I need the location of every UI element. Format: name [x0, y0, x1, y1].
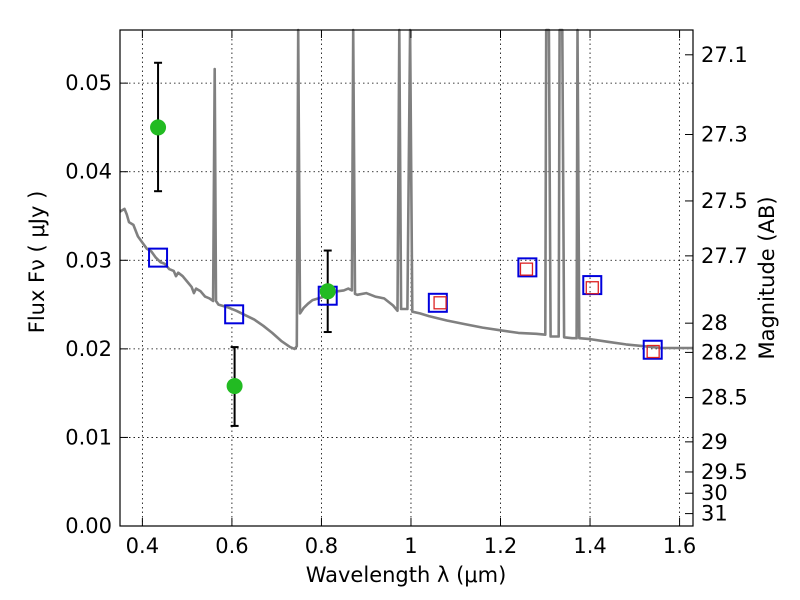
observed-detection-point: [150, 119, 167, 136]
y-axis-right-title: Magnitude (AB): [755, 196, 779, 359]
right-tick-label: 28.5: [701, 386, 748, 410]
observed-ir-point: [519, 262, 534, 276]
right-tick-label: 29: [701, 430, 728, 454]
x-tick-label: 1.6: [663, 534, 696, 558]
y-tick-label: 0.00: [65, 514, 112, 538]
observed-detection-point: [226, 378, 243, 395]
model-photometry-point: [148, 247, 169, 268]
x-tick-label: 1.4: [573, 534, 606, 558]
markers: [148, 119, 663, 395]
y-tick-label: 0.02: [65, 337, 112, 361]
observed-detection-point: [319, 283, 336, 300]
x-tick-label: 0.8: [305, 534, 338, 558]
model-photometry-point: [517, 257, 538, 278]
x-axis-title: Wavelength λ (μm): [306, 563, 507, 587]
observed-ir-point: [433, 296, 447, 310]
y-tick-label: 0.03: [65, 248, 112, 272]
right-tick-label: 28.2: [701, 340, 748, 364]
right-tick-label: 27.1: [701, 43, 748, 67]
x-tick-label: 0.6: [215, 534, 248, 558]
y-tick-label: 0.04: [65, 160, 112, 184]
right-tick-label: 29.5: [701, 460, 748, 484]
right-tick-label: 27.5: [701, 189, 748, 213]
x-tick-label: 0.4: [126, 534, 159, 558]
y-tick-label: 0.01: [65, 425, 112, 449]
right-tick-label: 28: [701, 311, 728, 335]
observed-ir-point: [646, 344, 660, 359]
y-axis-title: Flux Fν ( μJy ): [25, 191, 49, 334]
right-tick-label: 27.7: [701, 244, 748, 268]
model-photometry-point: [427, 292, 448, 313]
model-photometry-point: [642, 339, 663, 360]
ticks: 0.4 0.6 0.8 1 1.2 1.4 1.6 0.00 0.01 0.02 0.03 0.04 0…: [65, 30, 748, 558]
observed-ir-point: [585, 281, 599, 295]
model-photometry-point: [224, 304, 245, 325]
y-tick-label: 0.05: [65, 71, 112, 95]
right-tick-label: 30: [701, 481, 728, 505]
right-tick-label: 31: [701, 502, 728, 526]
plot-frame: [119, 29, 694, 527]
x-tick-label: 1: [404, 534, 417, 558]
right-tick-label: 27.3: [701, 123, 748, 147]
x-tick-label: 1.2: [484, 534, 517, 558]
